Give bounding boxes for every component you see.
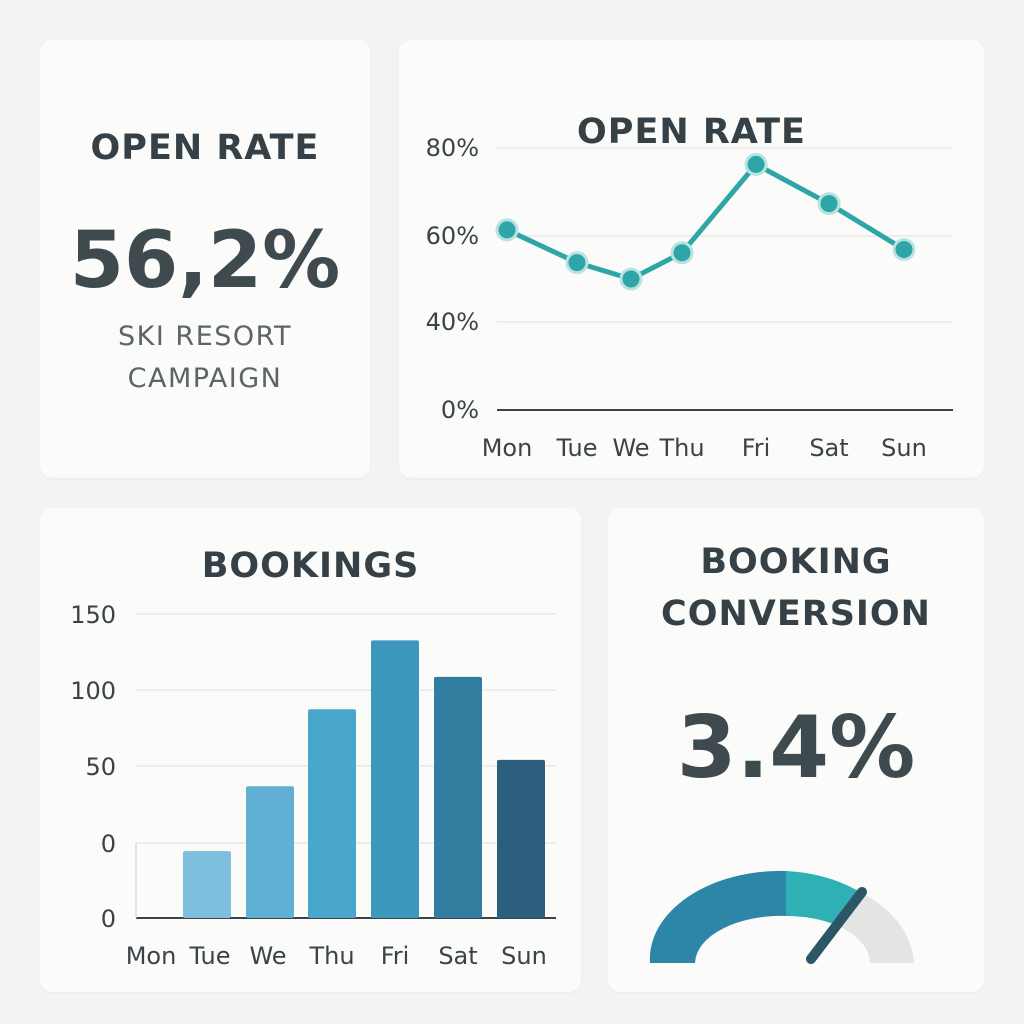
conversion-title-line1: BOOKING: [700, 542, 892, 582]
data-point: [670, 241, 694, 265]
data-point: [565, 251, 589, 275]
x-tick-label: Tue: [189, 942, 231, 970]
y-tick-label: 50: [85, 753, 116, 781]
x-tick-label: Sat: [809, 434, 848, 462]
y-tick-label: 0%: [441, 396, 479, 424]
x-tick-label: Thu: [658, 434, 704, 462]
conversion-gauge: [649, 870, 914, 964]
gauge-remaining-segment: [836, 892, 914, 963]
x-tick-label: Fri: [381, 942, 410, 970]
bar: [434, 676, 482, 918]
open-rate-line-chart: 80% 60% 40% 0%Mon Tue We Thu Fri Sat Sun: [426, 134, 953, 462]
bar: [371, 640, 419, 918]
x-tick-label: We: [612, 434, 649, 462]
conversion-value: 3.4%: [676, 698, 916, 798]
gauge-filled-segment: [649, 870, 786, 963]
bookings-chart-card: BOOKINGS 150 100 50 0 0 Mon Tue We Thu Fri Sat Sun: [40, 508, 581, 992]
y-tick-label: 80%: [426, 134, 479, 162]
campaign-name-line1: SKI RESORT: [118, 321, 292, 352]
open-rate-chart-title: OPEN RATE: [577, 112, 806, 152]
x-tick-label: Sat: [438, 942, 477, 970]
y-tick-label: 150: [70, 601, 116, 629]
open-rate-kpi-value: 56,2%: [69, 216, 341, 306]
y-tick-label: 100: [70, 677, 116, 705]
booking-conversion-card: BOOKING CONVERSION 3.4%: [608, 508, 984, 992]
y-tick-label: 0: [101, 830, 116, 858]
x-tick-label: Tue: [556, 434, 598, 462]
x-tick-label: We: [249, 942, 286, 970]
conversion-title-line2: CONVERSION: [661, 594, 931, 634]
x-tick-label: Sun: [881, 434, 927, 462]
x-tick-label: Fri: [742, 434, 771, 462]
x-tick-label: Mon: [482, 434, 533, 462]
bar: [308, 709, 356, 918]
y-tick-label: 0: [101, 905, 116, 933]
data-point: [817, 192, 841, 216]
x-tick-label: Thu: [308, 942, 354, 970]
data-point: [619, 267, 643, 291]
x-tick-label: Sun: [501, 942, 547, 970]
data-point: [495, 218, 519, 242]
y-tick-label: 60%: [426, 222, 479, 250]
bar: [497, 759, 545, 918]
y-tick-label: 40%: [426, 308, 479, 336]
gauge-needle: [806, 887, 867, 964]
open-rate-kpi-title: OPEN RATE: [90, 128, 320, 168]
x-tick-label: Mon: [126, 942, 177, 970]
bar: [183, 851, 231, 918]
data-point: [892, 238, 916, 262]
bookings-chart-title: BOOKINGS: [201, 546, 420, 586]
bookings-bar-chart: 150 100 50 0 0 Mon Tue We Thu Fri Sat Sun: [70, 601, 556, 970]
open-rate-chart-card: OPEN RATE 80% 60% 40% 0% Mon Tue We Thu Fri Sat Su…: [399, 40, 984, 478]
campaign-name-line2: CAMPAIGN: [127, 363, 283, 394]
data-point: [744, 152, 768, 176]
bar: [246, 786, 294, 918]
open-rate-kpi-card: OPEN RATE 56,2% SKI RESORT CAMPAIGN: [40, 40, 370, 478]
